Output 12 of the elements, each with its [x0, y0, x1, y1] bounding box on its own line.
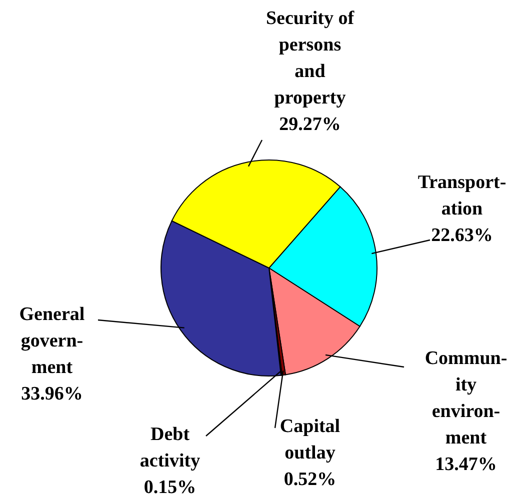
slice-label: Commun- ity environ- ment: [424, 348, 508, 448]
data-label: 13.47%: [435, 454, 497, 475]
slice-label: Security of persons and property: [266, 8, 355, 108]
slice-label: Debt activity: [140, 424, 201, 472]
data-label: 22.63%: [431, 225, 493, 246]
data-label: 0.15%: [144, 477, 196, 497]
data-label: 29.27%: [279, 114, 341, 135]
slice-label: Capital outlay: [280, 416, 340, 464]
slice-label: Transport- ation: [418, 172, 506, 220]
data-label: 33.96%: [21, 384, 83, 404]
slice-label: General govern- ment: [19, 304, 85, 378]
data-label: 0.52%: [284, 469, 336, 490]
